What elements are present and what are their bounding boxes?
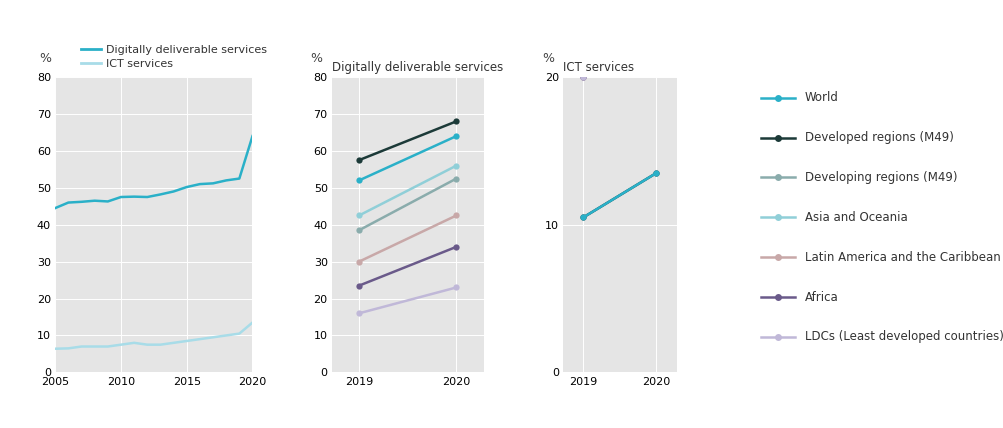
Text: %: % (542, 52, 554, 65)
Text: ICT services: ICT services (563, 62, 634, 74)
Text: Asia and Oceania: Asia and Oceania (804, 211, 907, 224)
Text: %: % (310, 52, 322, 65)
Text: World: World (804, 91, 838, 104)
Legend: Digitally deliverable services, ICT services: Digitally deliverable services, ICT serv… (80, 45, 267, 68)
Text: Africa: Africa (804, 291, 838, 303)
Text: Developed regions (M49): Developed regions (M49) (804, 131, 953, 144)
Text: Digitally deliverable services: Digitally deliverable services (332, 62, 503, 74)
Text: %: % (39, 52, 51, 65)
Text: LDCs (Least developed countries): LDCs (Least developed countries) (804, 330, 1003, 343)
Text: Latin America and the Caribbean: Latin America and the Caribbean (804, 251, 1000, 264)
Text: Developing regions (M49): Developing regions (M49) (804, 171, 956, 184)
